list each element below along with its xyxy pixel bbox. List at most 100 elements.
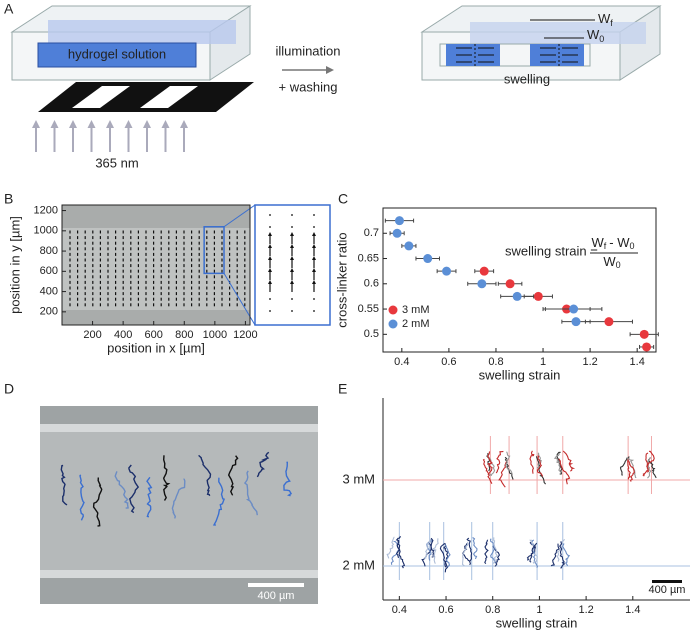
track bbox=[79, 474, 85, 521]
point bbox=[571, 317, 581, 327]
hydrogel bbox=[530, 44, 584, 66]
uv-arrow-head bbox=[69, 120, 77, 128]
panel-label: D bbox=[4, 381, 14, 397]
zoom-arrow-head bbox=[312, 268, 316, 272]
width-label: Wf bbox=[598, 11, 613, 28]
process-arrow-head bbox=[326, 66, 334, 74]
diagram-label: swelling bbox=[504, 71, 550, 86]
track bbox=[550, 543, 560, 567]
zoom-arrow-head bbox=[312, 256, 316, 260]
w: W bbox=[598, 11, 611, 26]
x-tick-label: 1.2 bbox=[578, 604, 593, 616]
x-axis-label: position in x [µm] bbox=[107, 340, 205, 355]
point bbox=[442, 266, 452, 276]
zoom-arrow-head bbox=[312, 244, 316, 248]
track bbox=[439, 542, 448, 573]
track bbox=[466, 537, 473, 566]
point bbox=[505, 279, 515, 289]
w: W bbox=[603, 254, 616, 269]
chamber-right bbox=[420, 5, 662, 81]
track bbox=[487, 451, 494, 476]
scale-label: 400 µm bbox=[258, 590, 295, 602]
track bbox=[472, 537, 478, 560]
track bbox=[60, 464, 68, 506]
row-label: 3 mM bbox=[343, 471, 376, 486]
track bbox=[397, 539, 406, 569]
zoom-arrow-head bbox=[312, 232, 316, 236]
track bbox=[198, 454, 212, 497]
x-tick-label: 0.4 bbox=[392, 604, 407, 616]
point bbox=[404, 241, 414, 251]
track bbox=[553, 453, 562, 473]
y-tick-label: 1200 bbox=[34, 204, 58, 216]
zoom-arrow-head bbox=[312, 280, 316, 284]
scale-bar bbox=[652, 580, 682, 583]
track bbox=[646, 450, 655, 473]
w: W bbox=[587, 27, 600, 42]
uv-arrow-head bbox=[50, 120, 59, 128]
track bbox=[484, 539, 489, 565]
point bbox=[394, 216, 404, 226]
track bbox=[114, 471, 129, 509]
y-axis-label: position in y [µm] bbox=[7, 216, 22, 314]
scale-label: 400 µm bbox=[649, 584, 686, 596]
diagram-label: 365 nm bbox=[95, 155, 138, 170]
sub: f bbox=[604, 241, 607, 251]
legend-label: 2 mM bbox=[402, 318, 430, 330]
panel-label: B bbox=[4, 191, 13, 207]
track bbox=[529, 539, 538, 564]
plot-frame bbox=[382, 207, 657, 353]
track bbox=[558, 458, 571, 485]
plot-frame bbox=[61, 204, 251, 326]
track bbox=[243, 470, 258, 516]
track bbox=[128, 464, 140, 514]
track bbox=[486, 455, 496, 477]
x-axis-label: swelling strain bbox=[479, 367, 561, 382]
x-tick-label: 1 bbox=[536, 604, 542, 616]
legend-marker bbox=[388, 319, 398, 329]
point bbox=[533, 291, 543, 301]
row-label: 2 mM bbox=[343, 557, 376, 572]
track bbox=[489, 538, 496, 564]
uv-arrow-head bbox=[180, 120, 188, 128]
micrograph-tracks bbox=[60, 451, 293, 527]
track bbox=[556, 538, 566, 562]
uv-arrow-head bbox=[143, 120, 151, 128]
point bbox=[479, 266, 489, 276]
legend-marker bbox=[388, 305, 398, 315]
track bbox=[386, 536, 395, 559]
track bbox=[627, 457, 631, 480]
track bbox=[92, 477, 103, 527]
track bbox=[646, 456, 652, 479]
y-tick-label: 1000 bbox=[34, 225, 58, 237]
x-tick-label: 0.8 bbox=[485, 604, 500, 616]
track bbox=[423, 538, 433, 559]
x-tick-label: 600 bbox=[145, 329, 163, 341]
point bbox=[642, 342, 652, 352]
x-tick-label: 0.6 bbox=[441, 356, 456, 368]
x-tick-label: 1200 bbox=[233, 329, 257, 341]
track bbox=[461, 541, 469, 567]
track bbox=[395, 536, 402, 559]
sub: f bbox=[610, 18, 613, 28]
track bbox=[442, 543, 449, 568]
formula-numerator: Wf - W0 bbox=[591, 235, 634, 251]
x-tick-label: 1.4 bbox=[625, 604, 640, 616]
uv-arrow-head bbox=[161, 120, 170, 128]
y-tick-label: 0.6 bbox=[364, 278, 379, 290]
uv-arrow-head bbox=[87, 120, 96, 128]
photomask bbox=[38, 82, 254, 112]
point bbox=[512, 291, 522, 301]
track bbox=[227, 455, 239, 496]
track bbox=[561, 543, 571, 566]
width-label: W0 bbox=[587, 27, 604, 44]
zoom-arrow-head bbox=[268, 280, 272, 284]
point bbox=[604, 317, 614, 327]
uv-arrow-head bbox=[32, 120, 40, 128]
y-tick-label: 400 bbox=[40, 285, 58, 297]
track bbox=[146, 476, 153, 518]
x-tick-label: 1.2 bbox=[582, 356, 597, 368]
track bbox=[256, 451, 270, 478]
point bbox=[423, 254, 433, 264]
